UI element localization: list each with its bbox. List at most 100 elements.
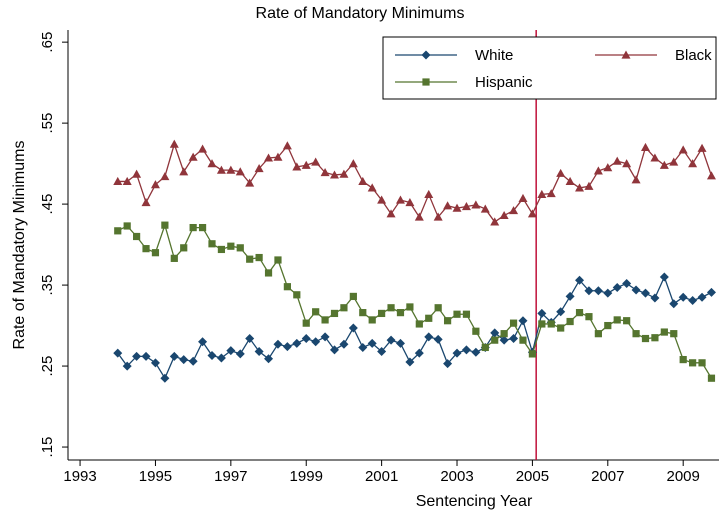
marker [198,144,208,153]
marker [623,317,631,325]
marker [405,357,415,367]
marker [339,339,349,349]
marker [227,242,235,250]
marker [114,227,122,235]
marker [593,286,603,296]
series-line [117,142,713,223]
marker [471,347,481,357]
marker [453,310,461,318]
marker [585,313,593,321]
marker [669,157,679,166]
marker [246,255,254,263]
marker [622,278,632,288]
marker [509,334,519,344]
marker [188,356,198,366]
marker [452,348,462,358]
marker [509,319,518,327]
x-tick-label: 2007 [591,468,624,485]
x-tick-label: 2001 [365,468,398,485]
marker [689,359,697,367]
y-tick-label: .25 [39,356,56,377]
marker [519,336,527,344]
marker [480,204,490,213]
legend-marker [422,78,430,86]
marker [612,283,622,293]
marker [472,327,480,335]
marker [594,330,602,338]
marker [575,309,584,317]
marker [518,193,528,203]
marker [151,249,160,257]
marker [292,162,302,171]
marker [273,339,283,349]
marker [170,254,178,262]
marker [640,288,650,298]
marker [235,349,245,359]
marker [604,321,612,330]
marker [697,143,707,152]
marker [679,355,687,364]
chart-title: Rate of Mandatory Minimums [256,5,465,22]
marker [349,292,357,301]
x-axis-label: Sentencing Year [416,493,533,510]
x-tick-label: 2009 [667,468,700,485]
marker [443,359,453,369]
marker [198,223,207,232]
marker [368,316,376,324]
marker [395,338,405,348]
x-tick-label: 1997 [214,468,247,485]
marker [622,159,632,168]
marker [245,334,255,344]
marker [311,337,321,347]
y-tick-label: .55 [39,113,56,134]
marker [395,195,405,204]
marker [613,316,621,324]
marker [387,304,395,312]
marker [367,183,377,192]
marker [678,145,688,154]
marker [264,269,273,277]
marker [537,189,547,198]
marker [179,355,189,365]
marker [141,351,151,361]
marker [433,334,443,344]
marker [236,244,244,252]
marker [491,336,499,344]
marker [208,240,216,248]
y-tick-label: .45 [39,194,56,215]
marker [697,292,707,302]
marker [358,342,368,352]
marker [254,346,264,356]
marker [640,142,650,152]
marker [330,309,339,318]
marker [669,299,679,309]
marker [264,354,274,364]
marker [660,328,668,336]
marker [603,288,613,298]
marker [301,160,311,169]
marker [122,361,132,371]
marker [113,348,123,358]
marker [150,180,160,189]
marker [161,221,169,229]
legend-label: Hispanic [475,74,533,91]
marker [141,197,151,207]
marker [651,334,659,342]
marker [461,202,471,211]
marker [321,316,329,324]
marker [226,346,236,356]
marker [707,374,716,382]
marker [358,176,368,186]
marker [340,304,348,312]
marker [273,152,283,161]
marker [424,189,434,198]
marker [378,309,386,318]
marker [499,335,509,345]
marker [490,217,500,226]
marker [292,338,302,348]
marker [245,178,255,187]
marker [207,159,217,168]
marker [359,309,367,317]
marker [282,141,292,150]
marker [282,342,292,352]
